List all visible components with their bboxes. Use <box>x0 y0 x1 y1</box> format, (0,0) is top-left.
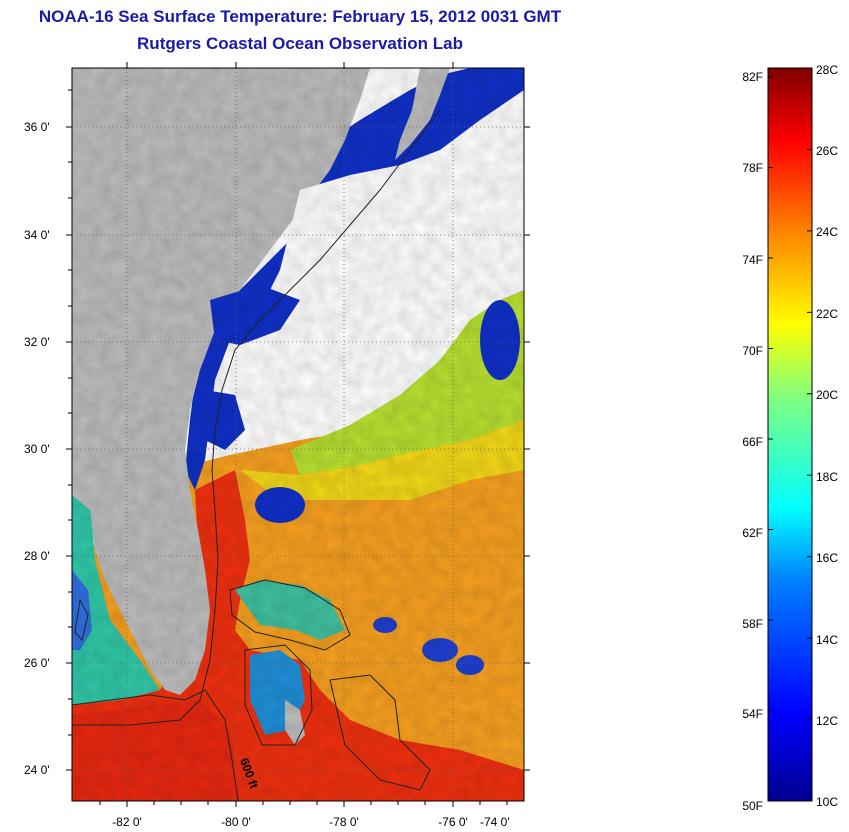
lat-label: 36 0' <box>24 120 50 134</box>
lat-label: 24 0' <box>24 763 50 777</box>
lat-label: 34 0' <box>24 228 50 242</box>
isobath-contour <box>244 644 313 746</box>
isobath-contour <box>72 689 239 801</box>
lon-labels: -82 0' -80 0' -78 0' -76 0' -74 0' <box>112 815 509 829</box>
isobath-contour <box>329 674 431 791</box>
isobath-contour <box>74 598 89 642</box>
grid-lines <box>72 68 524 801</box>
map-frame <box>71 67 525 802</box>
colorbar-c-label: 24C <box>816 225 838 239</box>
colorbar-c-label: 10C <box>816 795 838 809</box>
colorbar-c-label: 20C <box>816 388 838 402</box>
colorbar-f-label: 62F <box>742 526 763 540</box>
lon-label: -80 0' <box>221 815 251 829</box>
colorbar-f-label: 74F <box>742 253 763 267</box>
colorbar-f-label: 66F <box>742 435 763 449</box>
chart-subtitle: Rutgers Coastal Ocean Observation Lab <box>137 34 463 53</box>
colorbar-c-label: 26C <box>816 144 838 158</box>
lat-ticks <box>66 89 530 771</box>
colorbar-f-label: 70F <box>742 344 763 358</box>
lon-label: -76 0' <box>438 815 468 829</box>
colorbar-ticks <box>768 67 812 802</box>
isobath-contour <box>72 109 441 726</box>
colorbar-c-label: 12C <box>816 714 838 728</box>
lat-label: 32 0' <box>24 335 50 349</box>
lat-labels: 36 0' 34 0' 32 0' 30 0' 28 0' 26 0' 24 0… <box>24 120 50 777</box>
isobath-contour <box>229 579 351 651</box>
colorbar-c-labels: 28C 26C 24C 22C 20C 18C 16C 14C 12C 10C <box>816 63 838 809</box>
colorbar-c-label: 28C <box>816 63 838 77</box>
colorbar-f-label: 50F <box>742 799 763 813</box>
lon-label: -78 0' <box>329 815 359 829</box>
lon-ticks <box>99 62 508 807</box>
colorbar-f-label: 54F <box>742 707 763 721</box>
colorbar <box>767 67 813 802</box>
lon-label: -74 0' <box>480 815 510 829</box>
colorbar-c-label: 18C <box>816 470 838 484</box>
lat-label: 28 0' <box>24 549 50 563</box>
colorbar-c-label: 16C <box>816 551 838 565</box>
lon-label: -82 0' <box>112 815 142 829</box>
colorbar-f-labels: 82F 78F 74F 70F 66F 62F 58F 54F 50F <box>742 70 763 813</box>
lat-label: 26 0' <box>24 656 50 670</box>
colorbar-f-label: 58F <box>742 617 763 631</box>
colorbar-c-label: 14C <box>816 633 838 647</box>
map-area: 600 ft <box>72 68 524 801</box>
texture-overlay <box>72 68 524 801</box>
colorbar-f-label: 78F <box>742 161 763 175</box>
lat-label: 30 0' <box>24 442 50 456</box>
chart-title: NOAA-16 Sea Surface Temperature: Februar… <box>38 7 562 26</box>
colorbar-c-label: 22C <box>816 307 838 321</box>
colorbar-f-label: 82F <box>742 70 763 84</box>
